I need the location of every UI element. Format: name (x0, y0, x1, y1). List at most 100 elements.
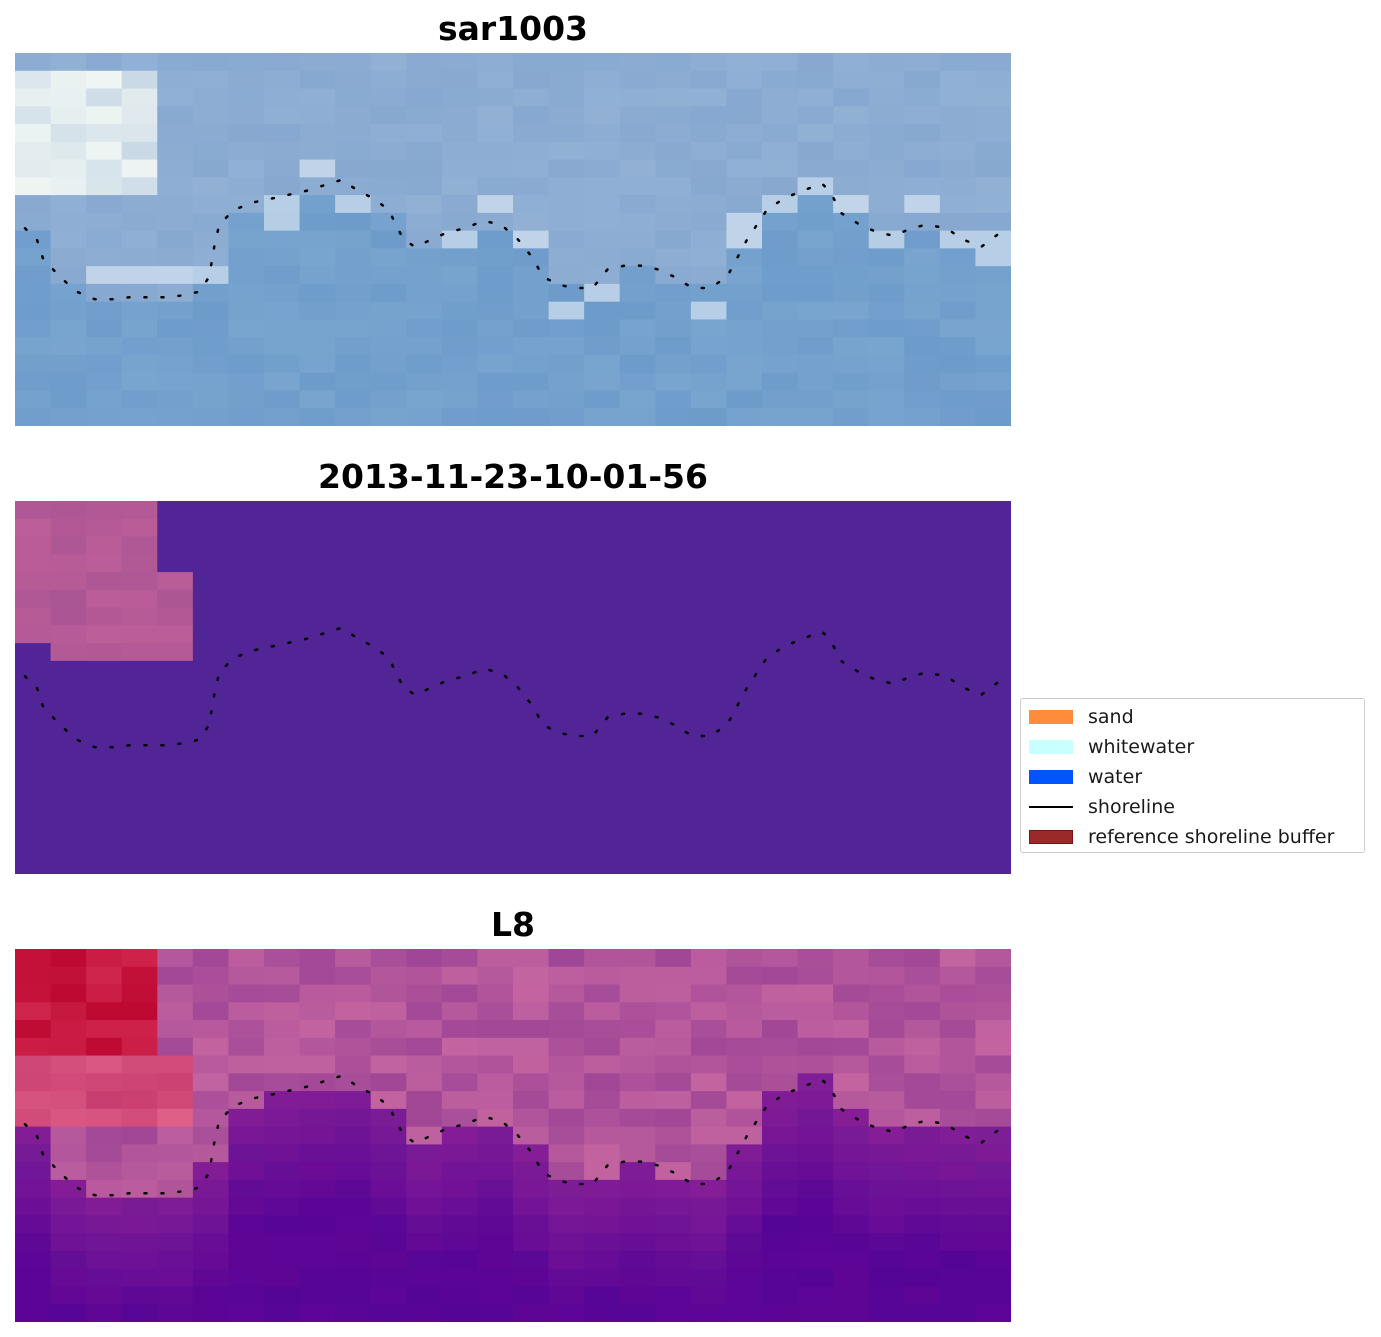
heatmap-cell (655, 283, 692, 303)
heatmap-cell (406, 678, 443, 697)
heatmap-cell (406, 301, 443, 321)
heatmap-cell (797, 731, 834, 751)
heatmap-cell (264, 554, 301, 573)
heatmap-cell (655, 643, 692, 662)
heatmap-cell (86, 1197, 123, 1217)
heatmap-cell (86, 1144, 123, 1163)
heatmap-cell (619, 1179, 656, 1199)
heatmap-cell (441, 301, 479, 321)
heatmap-cell (655, 248, 692, 267)
heatmap-cell (513, 106, 550, 125)
panel-title-l8: L8 (491, 905, 535, 944)
heatmap-cell (121, 536, 158, 555)
heatmap-cell (797, 1233, 834, 1252)
heatmap-cell (335, 1091, 372, 1110)
heatmap-cell (441, 1108, 479, 1128)
heatmap-cell (726, 1055, 763, 1074)
heatmap-cell (619, 1055, 656, 1074)
heatmap-cell (441, 589, 479, 609)
heatmap-cell (192, 643, 230, 662)
heatmap-cell (619, 195, 656, 214)
heatmap-cell (833, 678, 870, 697)
heatmap-cell (868, 1286, 905, 1305)
heatmap-cell (939, 696, 977, 715)
heatmap-cell (15, 820, 52, 840)
heatmap-cell (228, 1091, 265, 1110)
heatmap-cell (441, 195, 479, 214)
heatmap-cell (690, 1197, 728, 1217)
heatmap-cell (690, 319, 728, 338)
heatmap-cell (86, 714, 123, 733)
heatmap-cell (264, 607, 301, 626)
heatmap-cell (726, 195, 763, 214)
heatmap-cell (477, 301, 514, 321)
heatmap-cell (762, 856, 799, 874)
heatmap-cell (584, 1091, 621, 1110)
heatmap-cell (833, 141, 870, 161)
heatmap-cell (655, 159, 692, 178)
heatmap-cell (868, 714, 905, 733)
heatmap-cell (619, 696, 656, 715)
heatmap-cell (939, 1055, 977, 1074)
heatmap-cell (513, 1108, 550, 1128)
heatmap-cell (619, 1250, 656, 1270)
heatmap-cell (477, 1144, 514, 1163)
heatmap-cell (15, 554, 52, 573)
heatmap-cell (904, 106, 941, 125)
heatmap-cell (655, 589, 692, 609)
heatmap-cell (513, 1037, 550, 1057)
heatmap-cell (655, 767, 692, 786)
heatmap-cell (584, 70, 621, 90)
heatmap-cell (264, 696, 301, 715)
heatmap-cell (15, 106, 52, 125)
heatmap-cell (299, 1073, 336, 1092)
heatmap-cell (548, 536, 585, 555)
heatmap-cell (797, 70, 834, 90)
heatmap-cell (406, 248, 443, 267)
heatmap-cell (370, 1179, 407, 1199)
heatmap-cell (299, 1055, 336, 1074)
heatmap-cell (797, 660, 834, 680)
heatmap-cell (192, 283, 230, 303)
heatmap-cell (690, 88, 728, 107)
heatmap-cell (15, 607, 52, 626)
heatmap-cell (477, 1250, 514, 1270)
heatmap-cell (655, 607, 692, 626)
heatmap-cell (513, 518, 550, 538)
heatmap-cell (157, 696, 194, 715)
heatmap-cell (726, 589, 763, 609)
heatmap-cell (690, 195, 728, 214)
heatmap-cell (477, 1268, 514, 1288)
heatmap-cell (370, 1268, 407, 1288)
heatmap-cell (513, 749, 550, 769)
heatmap-cell (868, 408, 905, 426)
heatmap-cell (939, 88, 977, 107)
heatmap-cell (797, 1091, 834, 1110)
heatmap-cell (975, 820, 1011, 840)
heatmap-cell (228, 266, 265, 285)
heatmap-cell (584, 660, 621, 680)
heatmap-cell (726, 1091, 763, 1110)
heatmap-cell (406, 949, 443, 968)
heatmap-cell (690, 248, 728, 267)
heatmap-cell (370, 820, 407, 840)
heatmap-cell (833, 749, 870, 769)
heatmap-cell (406, 554, 443, 573)
heatmap-cell (904, 767, 941, 786)
heatmap-cell (192, 785, 230, 804)
heatmap-cell (228, 856, 265, 874)
heatmap-cell (797, 177, 834, 196)
heatmap-cell (86, 106, 123, 125)
heatmap-cell (939, 159, 977, 178)
heatmap-cell (121, 856, 158, 874)
heatmap-cell (975, 660, 1011, 680)
heatmap-cell (441, 949, 479, 968)
heatmap-cell (299, 554, 336, 573)
heatmap-cell (86, 1215, 123, 1234)
heatmap-cell (335, 1144, 372, 1163)
heatmap-cell (655, 856, 692, 874)
heatmap-cell (619, 501, 656, 520)
heatmap-cell (904, 660, 941, 680)
heatmap-cell (228, 949, 265, 968)
heatmap-cell (477, 408, 514, 426)
